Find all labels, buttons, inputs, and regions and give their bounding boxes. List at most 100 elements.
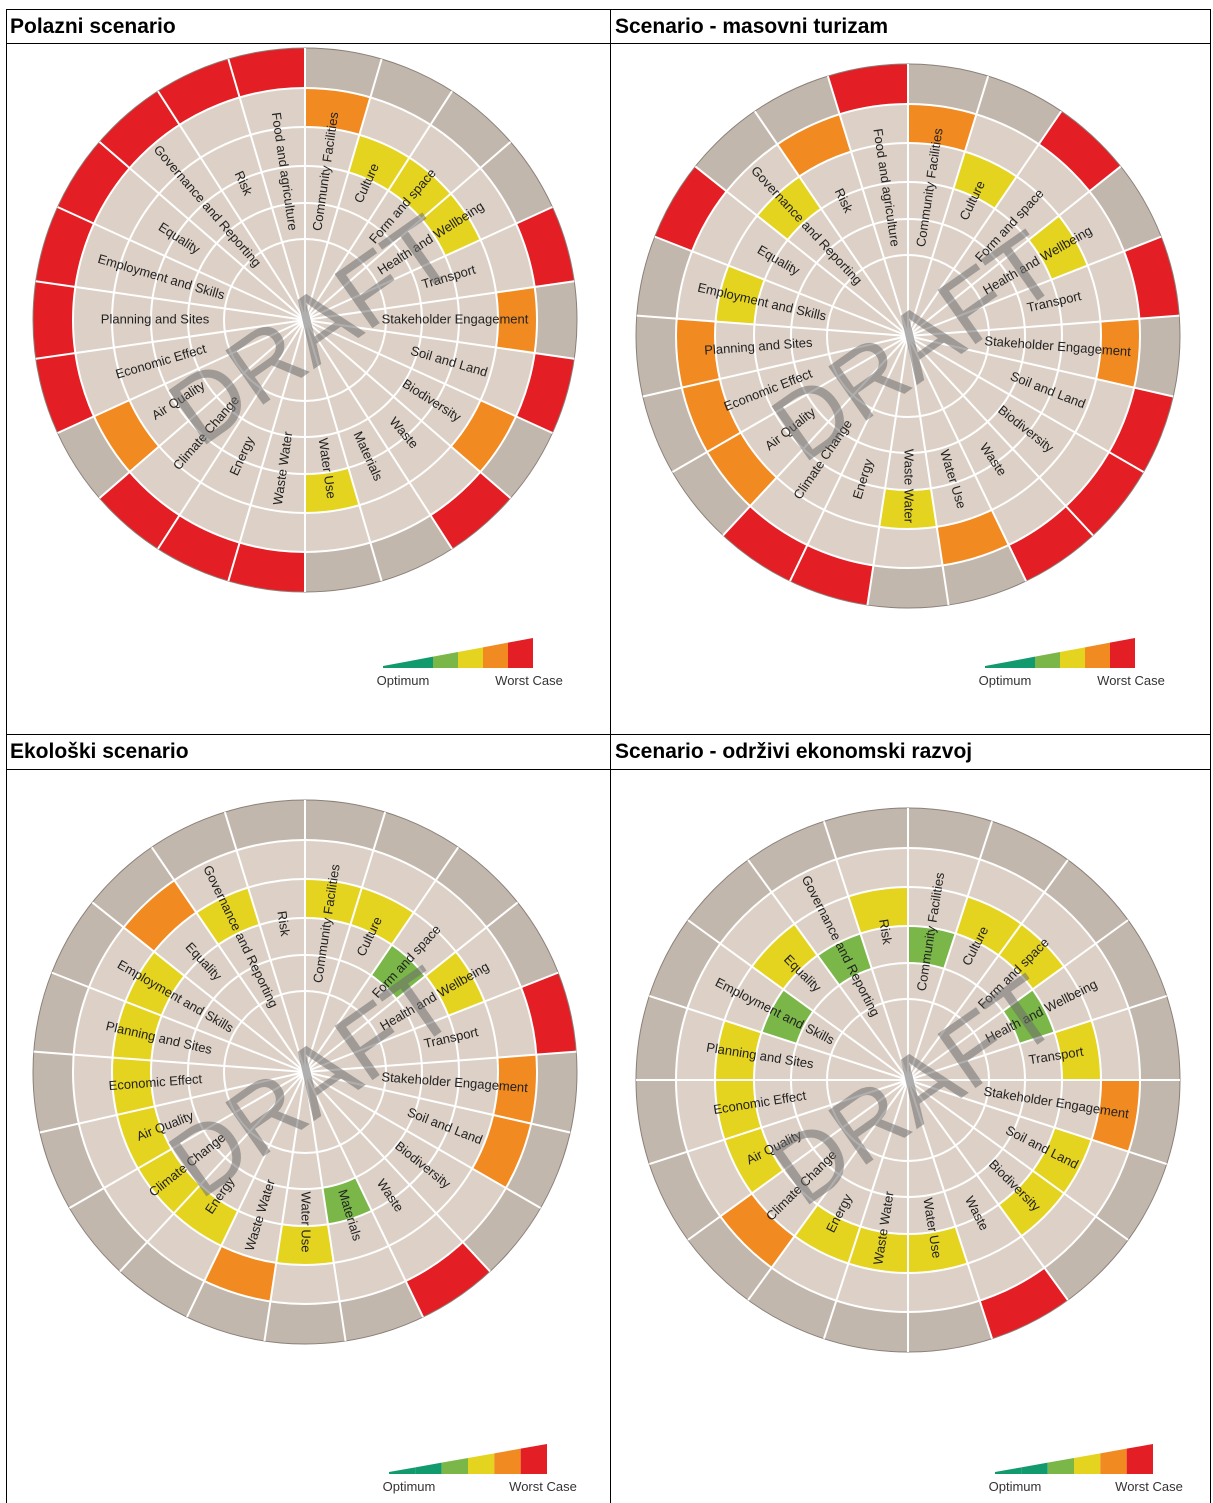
grid-spoke bbox=[747, 859, 909, 1081]
grid-spoke bbox=[907, 335, 1145, 473]
segment-waste bbox=[1008, 506, 1094, 582]
grid-spoke bbox=[157, 90, 306, 321]
legend: Optimum Worst Case bbox=[383, 1444, 577, 1494]
grid-spoke bbox=[35, 319, 306, 360]
grid-spoke bbox=[304, 319, 512, 499]
segment-waste bbox=[405, 1242, 491, 1318]
grid-spoke bbox=[57, 206, 306, 321]
legend-swatch bbox=[1047, 1458, 1074, 1474]
segment-planning-and-sites bbox=[32, 281, 76, 359]
legend: Optimum Worst Case bbox=[979, 638, 1165, 688]
segment-culture bbox=[955, 896, 1022, 956]
grid-spoke bbox=[304, 1050, 577, 1073]
segment-waste bbox=[430, 471, 511, 549]
grid-spoke bbox=[826, 75, 909, 337]
grid-spoke bbox=[91, 901, 306, 1073]
segment-governance-and-reporting bbox=[817, 933, 872, 986]
legend-swatch bbox=[508, 638, 533, 668]
grid-spoke bbox=[907, 1079, 1069, 1301]
category-label: Economic Effect bbox=[108, 1071, 203, 1093]
segment-soil-and-land bbox=[472, 1114, 532, 1188]
legend-worst-label: Worst Case bbox=[509, 1479, 577, 1494]
legend-swatch bbox=[433, 652, 458, 668]
segment-soil-and-land bbox=[516, 353, 575, 433]
segment-climate-change bbox=[722, 506, 808, 582]
legend-swatch bbox=[1126, 1444, 1153, 1474]
category-label: Stakeholder Engagement bbox=[382, 311, 529, 326]
grid-spoke bbox=[822, 821, 909, 1081]
segment-health-and-wellbeing bbox=[1002, 989, 1055, 1044]
segment-form-and-space bbox=[1038, 111, 1121, 192]
legend-optimum-label: Optimum bbox=[377, 673, 430, 688]
segment-planning-and-sites bbox=[715, 1020, 762, 1080]
grid-spoke bbox=[907, 335, 1094, 537]
grid-spoke bbox=[304, 206, 553, 321]
grid-spoke bbox=[223, 811, 306, 1073]
segment-stakeholder-engagement bbox=[493, 1054, 537, 1124]
grid-spoke bbox=[304, 1071, 571, 1134]
segment-energy bbox=[794, 1204, 861, 1264]
grid-spoke bbox=[907, 859, 1069, 1081]
legend-swatch bbox=[1074, 1453, 1101, 1474]
grid-spoke bbox=[907, 335, 950, 606]
grid-spoke bbox=[654, 235, 909, 337]
segment-equality bbox=[654, 166, 727, 252]
table-border bbox=[1210, 9, 1211, 1503]
grid-spoke bbox=[907, 919, 1129, 1081]
segment-equality bbox=[123, 880, 197, 952]
segment-equality bbox=[751, 923, 818, 990]
segment-water-use bbox=[908, 1226, 968, 1273]
segment-community-facilities bbox=[305, 88, 371, 135]
segment-economic-effect bbox=[111, 1057, 155, 1115]
segment-energy bbox=[173, 1184, 239, 1246]
grid-spoke bbox=[747, 1079, 909, 1301]
grid-spoke bbox=[304, 846, 460, 1073]
segment-health-and-wellbeing bbox=[421, 193, 481, 257]
grid-spoke bbox=[33, 1050, 306, 1073]
grid-spoke bbox=[304, 971, 559, 1073]
segment-climate-change bbox=[137, 1149, 201, 1214]
segment-economic-effect bbox=[715, 1080, 762, 1140]
segment-risk bbox=[777, 114, 852, 177]
grid-spoke bbox=[304, 901, 519, 1073]
segment-equality bbox=[57, 141, 130, 224]
grid-spoke bbox=[186, 1071, 306, 1318]
table-border bbox=[610, 9, 611, 1503]
category-label: Planning and Sites bbox=[101, 311, 210, 326]
category-label: Water Use bbox=[299, 1192, 314, 1253]
legend-swatch bbox=[1110, 638, 1135, 668]
legend-optimum-label: Optimum bbox=[989, 1479, 1042, 1494]
segment-air-quality bbox=[93, 400, 160, 472]
segment-waste-water bbox=[228, 542, 305, 592]
legend-swatch bbox=[415, 1462, 442, 1474]
grid-spoke bbox=[789, 335, 909, 582]
grid-spoke bbox=[227, 319, 306, 582]
grid-spoke bbox=[304, 1071, 347, 1342]
segment-waste-water bbox=[879, 488, 937, 529]
category-label: Risk bbox=[876, 918, 895, 946]
grid-spoke bbox=[304, 319, 575, 360]
grid-spoke bbox=[722, 335, 909, 537]
grid-spoke bbox=[907, 335, 1027, 582]
segment-climate-change bbox=[720, 1193, 795, 1268]
grid-spoke bbox=[98, 319, 306, 499]
grid-spoke bbox=[304, 1071, 542, 1209]
segment-transport bbox=[1054, 1020, 1101, 1080]
segment-employment-and-skills bbox=[35, 207, 94, 287]
segment-biodiversity bbox=[998, 1170, 1065, 1237]
table-border bbox=[6, 9, 7, 1503]
legend-worst-label: Worst Case bbox=[1115, 1479, 1183, 1494]
legend-swatch bbox=[408, 656, 433, 668]
grid-spoke bbox=[39, 1071, 306, 1134]
grid-spoke bbox=[671, 335, 909, 473]
grid-spoke bbox=[98, 141, 306, 321]
segment-employment-and-skills bbox=[125, 951, 185, 1016]
grid-spoke bbox=[907, 335, 1174, 398]
grid-spoke bbox=[304, 141, 512, 321]
legend-swatch bbox=[985, 661, 1010, 668]
grid-spoke bbox=[157, 319, 306, 550]
grid-spoke bbox=[304, 319, 553, 434]
segment-stakeholder-engagement bbox=[496, 286, 537, 354]
grid-spoke bbox=[119, 1071, 306, 1273]
